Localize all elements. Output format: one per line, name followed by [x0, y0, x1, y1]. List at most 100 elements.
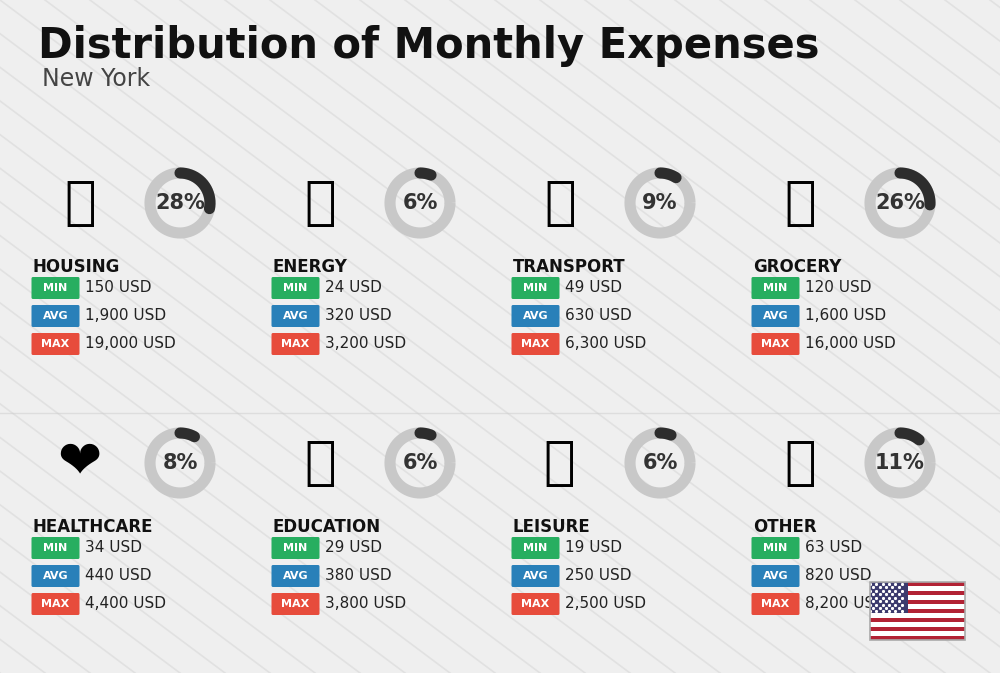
Text: 29 USD: 29 USD [325, 540, 382, 555]
Text: 6,300 USD: 6,300 USD [565, 336, 646, 351]
Text: TRANSPORT: TRANSPORT [513, 258, 626, 276]
FancyBboxPatch shape [870, 582, 965, 586]
Text: MAX: MAX [281, 599, 310, 609]
FancyBboxPatch shape [870, 631, 965, 635]
FancyBboxPatch shape [272, 333, 320, 355]
FancyBboxPatch shape [870, 604, 965, 609]
Text: AVG: AVG [523, 311, 548, 321]
Text: 49 USD: 49 USD [565, 281, 622, 295]
Text: 💰: 💰 [784, 437, 816, 489]
Text: 19,000 USD: 19,000 USD [85, 336, 176, 351]
FancyBboxPatch shape [272, 537, 320, 559]
FancyBboxPatch shape [870, 591, 965, 596]
Text: 1,600 USD: 1,600 USD [805, 308, 886, 324]
FancyBboxPatch shape [32, 565, 80, 587]
FancyBboxPatch shape [512, 565, 560, 587]
FancyBboxPatch shape [752, 537, 800, 559]
FancyBboxPatch shape [752, 593, 800, 615]
Text: 6%: 6% [642, 453, 678, 473]
Text: OTHER: OTHER [753, 518, 817, 536]
Text: 🛍️: 🛍️ [544, 437, 576, 489]
Text: 63 USD: 63 USD [805, 540, 862, 555]
FancyBboxPatch shape [870, 613, 965, 618]
Text: 1,900 USD: 1,900 USD [85, 308, 166, 324]
Text: MIN: MIN [283, 283, 308, 293]
FancyBboxPatch shape [512, 277, 560, 299]
Text: 34 USD: 34 USD [85, 540, 142, 555]
Text: 3,200 USD: 3,200 USD [325, 336, 406, 351]
FancyBboxPatch shape [272, 565, 320, 587]
Text: AVG: AVG [763, 571, 788, 581]
Text: MAX: MAX [41, 339, 70, 349]
Text: AVG: AVG [43, 311, 68, 321]
Text: AVG: AVG [283, 311, 308, 321]
Text: HOUSING: HOUSING [33, 258, 120, 276]
FancyBboxPatch shape [752, 305, 800, 327]
Text: 🛒: 🛒 [784, 177, 816, 229]
Text: 820 USD: 820 USD [805, 569, 872, 583]
Text: AVG: AVG [283, 571, 308, 581]
Text: MAX: MAX [41, 599, 70, 609]
Text: HEALTHCARE: HEALTHCARE [33, 518, 154, 536]
Text: 3,800 USD: 3,800 USD [325, 596, 406, 612]
Text: 250 USD: 250 USD [565, 569, 632, 583]
FancyBboxPatch shape [752, 277, 800, 299]
Text: 6%: 6% [402, 193, 438, 213]
Text: 150 USD: 150 USD [85, 281, 152, 295]
Text: 380 USD: 380 USD [325, 569, 392, 583]
Text: ENERGY: ENERGY [273, 258, 348, 276]
Text: LEISURE: LEISURE [513, 518, 591, 536]
FancyBboxPatch shape [870, 586, 965, 591]
FancyBboxPatch shape [272, 593, 320, 615]
Text: AVG: AVG [43, 571, 68, 581]
Text: GROCERY: GROCERY [753, 258, 841, 276]
Text: 6%: 6% [402, 453, 438, 473]
Text: 🎓: 🎓 [304, 437, 336, 489]
FancyBboxPatch shape [272, 305, 320, 327]
Text: MIN: MIN [523, 283, 548, 293]
Text: 9%: 9% [642, 193, 678, 213]
FancyBboxPatch shape [32, 305, 80, 327]
Text: MAX: MAX [761, 339, 790, 349]
Text: Distribution of Monthly Expenses: Distribution of Monthly Expenses [38, 25, 820, 67]
Text: AVG: AVG [763, 311, 788, 321]
Text: MIN: MIN [43, 283, 68, 293]
FancyBboxPatch shape [870, 627, 965, 631]
FancyBboxPatch shape [32, 537, 80, 559]
FancyBboxPatch shape [870, 582, 908, 613]
FancyBboxPatch shape [752, 333, 800, 355]
FancyBboxPatch shape [512, 305, 560, 327]
Text: MIN: MIN [523, 543, 548, 553]
Text: 🏢: 🏢 [64, 177, 96, 229]
FancyBboxPatch shape [870, 600, 965, 604]
FancyBboxPatch shape [512, 333, 560, 355]
Text: AVG: AVG [523, 571, 548, 581]
FancyBboxPatch shape [32, 333, 80, 355]
Text: 11%: 11% [875, 453, 925, 473]
Text: 8%: 8% [162, 453, 198, 473]
Text: MIN: MIN [283, 543, 308, 553]
FancyBboxPatch shape [752, 565, 800, 587]
FancyBboxPatch shape [272, 277, 320, 299]
Text: ❤️: ❤️ [58, 437, 102, 489]
Text: 440 USD: 440 USD [85, 569, 152, 583]
Text: MAX: MAX [521, 339, 550, 349]
Text: 16,000 USD: 16,000 USD [805, 336, 896, 351]
Text: EDUCATION: EDUCATION [273, 518, 381, 536]
FancyBboxPatch shape [32, 593, 80, 615]
FancyBboxPatch shape [512, 593, 560, 615]
Text: 🔌: 🔌 [304, 177, 336, 229]
Text: MIN: MIN [763, 283, 788, 293]
FancyBboxPatch shape [870, 609, 965, 613]
Text: MAX: MAX [761, 599, 790, 609]
Text: MIN: MIN [43, 543, 68, 553]
FancyBboxPatch shape [870, 622, 965, 627]
Text: 4,400 USD: 4,400 USD [85, 596, 166, 612]
Text: 2,500 USD: 2,500 USD [565, 596, 646, 612]
Text: MAX: MAX [521, 599, 550, 609]
Text: 8,200 USD: 8,200 USD [805, 596, 886, 612]
Text: 19 USD: 19 USD [565, 540, 622, 555]
Text: MAX: MAX [281, 339, 310, 349]
Text: 320 USD: 320 USD [325, 308, 392, 324]
FancyBboxPatch shape [870, 596, 965, 600]
